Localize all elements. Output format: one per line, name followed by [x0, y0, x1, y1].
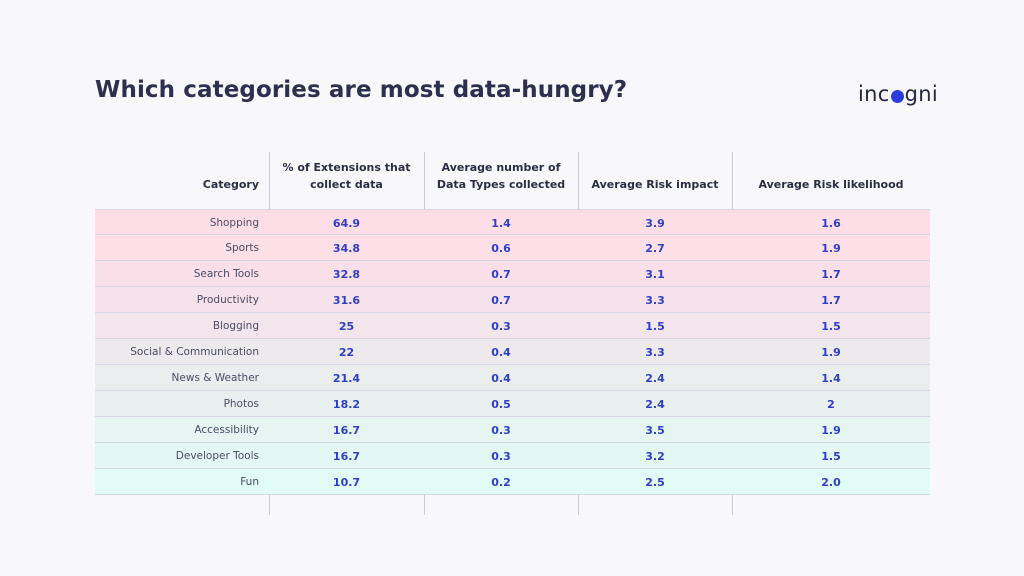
value-cell: 2.0: [821, 476, 841, 489]
table-row: Fun 10.7 0.2 2.5 2.0: [95, 469, 930, 495]
value-cell: 22: [338, 346, 355, 359]
value-cell: 3.3: [645, 346, 665, 359]
value-cell: 34.8: [332, 242, 361, 255]
table-row: Search Tools 32.8 0.7 3.1 1.7: [95, 261, 930, 287]
table-row: Photos 18.2 0.5 2.4 2: [95, 391, 930, 417]
data-table: Category % of Extensions that collect data…: [95, 152, 930, 515]
category-label: Fun: [240, 476, 259, 488]
category-label: Search Tools: [193, 268, 259, 280]
category-label: Blogging: [212, 320, 259, 332]
table-row: News & Weather 21.4 0.4 2.4 1.4: [95, 365, 930, 391]
table-row: Accessibility 16.7 0.3 3.5 1.9: [95, 417, 930, 443]
value-cell: 0.3: [491, 320, 511, 333]
value-cell: 16.7: [332, 424, 361, 437]
value-cell: 1.7: [821, 268, 841, 281]
column-header-label: Average Risk impact: [591, 178, 719, 191]
category-label: Social & Communication: [130, 346, 259, 358]
page-title: Which categories are most data-hungry?: [95, 77, 628, 103]
column-header: Average Risk likelihood: [732, 152, 930, 209]
value-cell: 0.7: [491, 268, 511, 281]
value-cell: 32.8: [332, 268, 361, 281]
category-label: Sports: [225, 242, 259, 254]
value-cell: 1.5: [645, 320, 665, 333]
value-cell: 1.4: [491, 217, 511, 230]
column-header: Category: [95, 152, 269, 209]
value-cell: 3.2: [645, 450, 665, 463]
value-cell: 2.4: [645, 398, 665, 411]
value-cell: 0.3: [491, 424, 511, 437]
value-cell: 0.4: [491, 346, 511, 359]
logo-text-end: gni: [904, 82, 938, 106]
column-header: Average Risk impact: [578, 152, 732, 209]
category-label: Shopping: [209, 217, 259, 229]
table-row: Social & Communication 22 0.4 3.3 1.9: [95, 339, 930, 365]
value-cell: 1.9: [821, 242, 841, 255]
value-cell: 0.6: [491, 242, 511, 255]
value-cell: 21.4: [332, 372, 361, 385]
value-cell: 3.3: [645, 294, 665, 307]
column-header: Average number of Data Types collected: [424, 152, 578, 209]
value-cell: 1.4: [821, 372, 841, 385]
logo-text-start: inc: [858, 82, 890, 106]
value-cell: 3.1: [645, 268, 665, 281]
value-cell: 3.9: [645, 217, 665, 230]
value-cell: 0.2: [491, 476, 511, 489]
value-cell: 0.7: [491, 294, 511, 307]
category-label: Developer Tools: [175, 450, 259, 462]
incogni-logo: inc gni: [858, 79, 938, 109]
column-header-label: Category: [202, 178, 259, 191]
value-cell: 25: [338, 320, 355, 333]
category-label: Photos: [223, 398, 259, 410]
column-header-label: Average number of Data Types collected: [436, 161, 566, 191]
value-cell: 3.5: [645, 424, 665, 437]
value-cell: 1.9: [821, 424, 841, 437]
value-cell: 1.5: [821, 450, 841, 463]
table-row: Sports 34.8 0.6 2.7 1.9: [95, 235, 930, 261]
column-header-label: % of Extensions that collect data: [282, 161, 411, 191]
value-cell: 0.4: [491, 372, 511, 385]
value-cell: 2.5: [645, 476, 665, 489]
logo-dot-icon: [890, 89, 904, 103]
value-cell: 1.9: [821, 346, 841, 359]
value-cell: 18.2: [332, 398, 361, 411]
category-label: Productivity: [196, 294, 259, 306]
column-header-label: Average Risk likelihood: [758, 178, 904, 191]
table-row: Shopping 64.9 1.4 3.9 1.6: [95, 209, 930, 235]
category-label: Accessibility: [194, 424, 259, 436]
value-cell: 2.4: [645, 372, 665, 385]
value-cell: 1.6: [821, 217, 841, 230]
value-cell: 2: [827, 398, 835, 411]
category-label: News & Weather: [171, 372, 259, 384]
value-cell: 31.6: [332, 294, 361, 307]
table-body: Shopping 64.9 1.4 3.9 1.6 Sports 34.8 0.6 2.7 1.9…: [95, 209, 930, 495]
value-cell: 1.5: [821, 320, 841, 333]
table-row: Developer Tools 16.7 0.3 3.2 1.5: [95, 443, 930, 469]
value-cell: 2.7: [645, 242, 665, 255]
value-cell: 10.7: [332, 476, 361, 489]
value-cell: 0.3: [491, 450, 511, 463]
table-row: Productivity 31.6 0.7 3.3 1.7: [95, 287, 930, 313]
value-cell: 0.5: [491, 398, 511, 411]
value-cell: 64.9: [332, 217, 361, 230]
value-cell: 16.7: [332, 450, 361, 463]
column-header: % of Extensions that collect data: [269, 152, 424, 209]
value-cell: 1.7: [821, 294, 841, 307]
table-row: Blogging 25 0.3 1.5 1.5: [95, 313, 930, 339]
